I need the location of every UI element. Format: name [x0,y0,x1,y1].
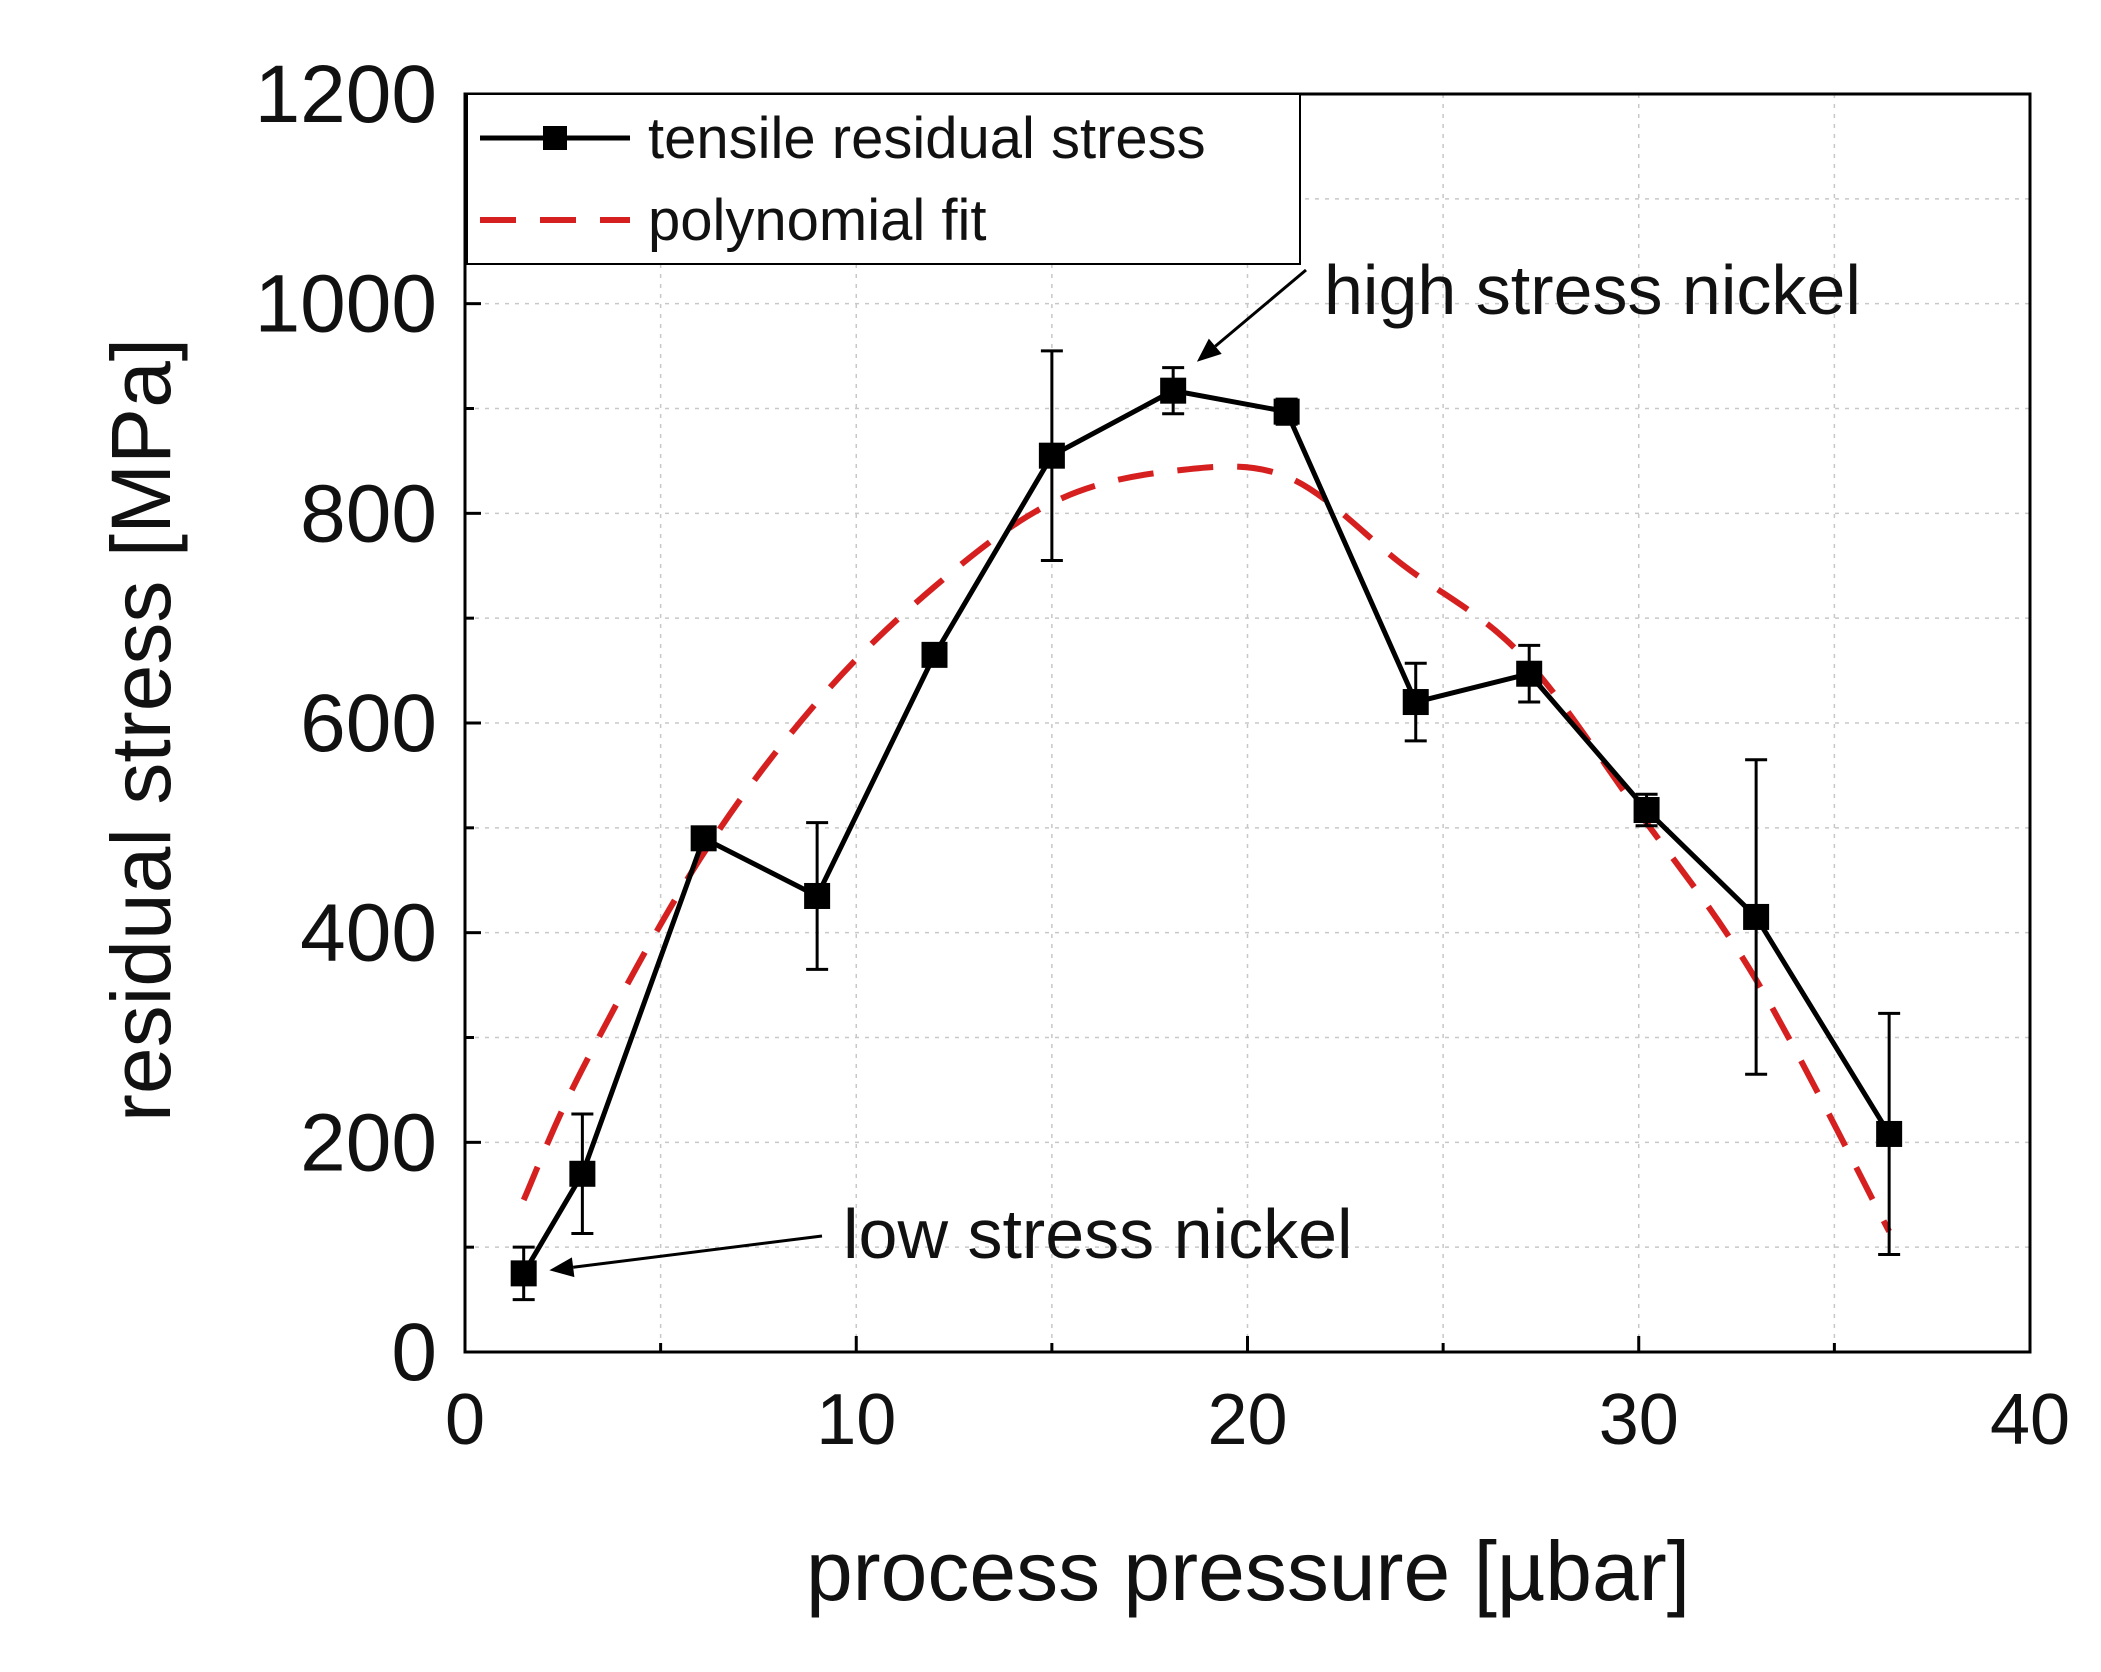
data-point [804,882,831,909]
data-point [1160,377,1187,404]
data-point [1516,660,1543,687]
annotation-high-stress: high stress nickel [1324,251,1861,329]
data-point [1743,903,1770,930]
arrow-high-stress-head [1196,338,1222,362]
arrow-low-stress-shaft [572,1234,823,1269]
data-point [1038,442,1065,469]
data-point [510,1260,537,1287]
x-tick-label: 20 [1207,1380,1287,1460]
data-point [921,641,948,668]
x-tick-label: 10 [816,1380,896,1460]
data-point [569,1160,596,1187]
legend: tensile residual stress polynomial fit [466,93,1301,265]
annotation-arrows [549,268,1307,1278]
y-tick-label: 1000 [255,259,437,350]
legend-label-fit: polynomial fit [648,188,986,253]
y-axis-label: residual stress [MPa] [94,338,188,1122]
y-tick-label: 200 [300,1097,437,1188]
fit-series-layer [520,463,1892,1233]
x-axis-label: process pressure [µbar] [806,1524,1690,1618]
data-series-layer [510,349,1903,1302]
y-tick-label: 600 [300,678,437,769]
annotations: high stress nickel low stress nickel [843,251,1861,1273]
annotation-low-stress: low stress nickel [843,1195,1353,1273]
x-tick-label: 40 [1990,1380,2070,1460]
data-point [1273,398,1300,425]
y-tick-label: 0 [391,1307,437,1398]
legend-label-tensile: tensile residual stress [648,106,1206,171]
arrow-low-stress-head [549,1257,575,1278]
y-tick-label: 1200 [255,49,437,140]
data-point [1876,1120,1903,1147]
arrow-high-stress-shaft [1214,268,1307,348]
fit-curve [520,463,1892,1233]
y-tick-label: 800 [300,468,437,559]
y-tick-label: 400 [300,888,437,979]
x-tick-label: 0 [445,1380,485,1460]
data-point [690,825,717,852]
legend-marker-tensile [543,126,567,150]
x-tick-label: 30 [1599,1380,1679,1460]
data-point [1402,689,1429,716]
data-point [1633,797,1660,824]
legend-box [466,93,1301,265]
